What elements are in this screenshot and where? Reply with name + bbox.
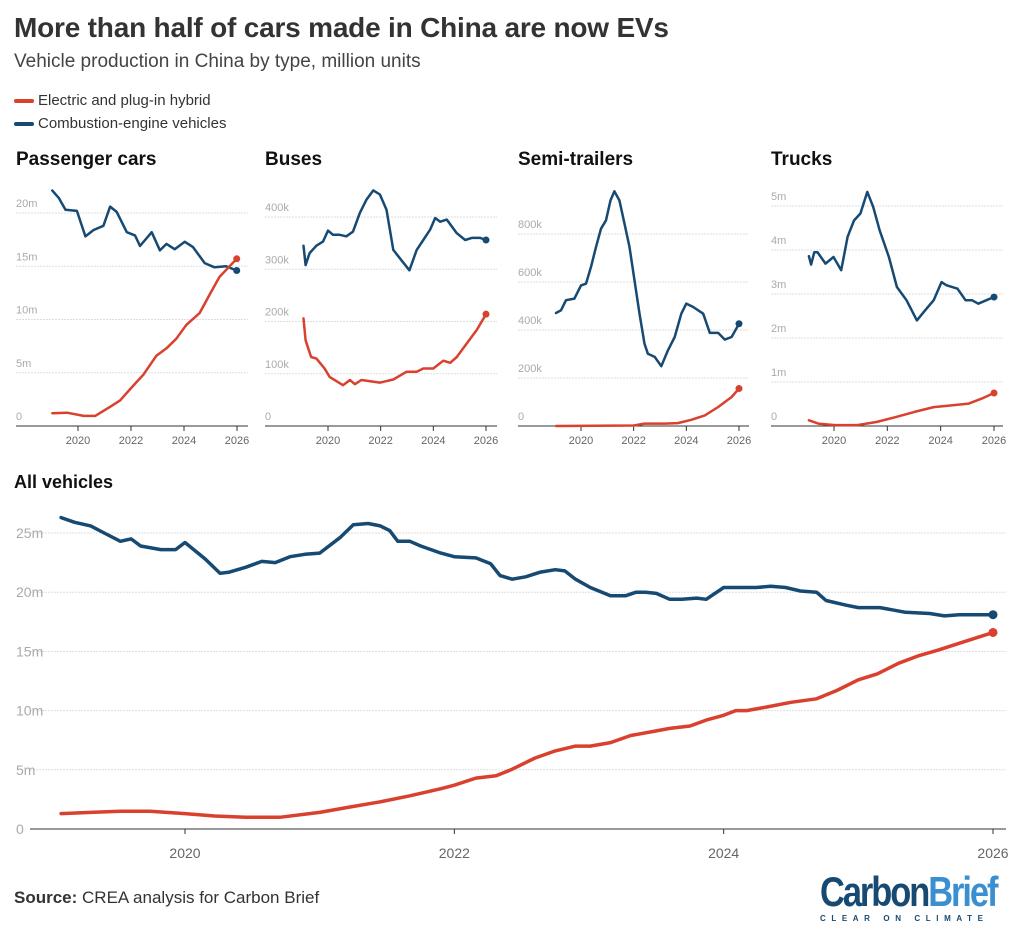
- y-tick-label: 600k: [518, 267, 542, 279]
- series-line-ice: [807, 190, 996, 322]
- y-tick-label: 0: [518, 411, 524, 423]
- x-tick-label: 2022: [119, 435, 143, 447]
- source-text: CREA analysis for Carbon Brief: [82, 888, 320, 907]
- chart-title: More than half of cars made in China are…: [14, 12, 669, 43]
- x-tick-label: 2020: [569, 435, 593, 447]
- panel-title-buses: Buses: [265, 149, 323, 170]
- series-end-marker-ice: [735, 320, 743, 328]
- series-end-marker-ice: [482, 236, 490, 244]
- y-tick-label: 20m: [16, 198, 37, 210]
- x-tick-label: 2020: [66, 435, 90, 447]
- series-line-ice: [302, 189, 488, 272]
- x-tick-label: 2022: [439, 845, 470, 861]
- x-tick-label: 2024: [674, 435, 698, 447]
- x-tick-label: 2026: [982, 435, 1006, 447]
- y-tick-label: 5m: [771, 191, 786, 203]
- legend-label: Combustion-engine vehicles: [38, 115, 227, 132]
- y-tick-label: 0: [16, 411, 22, 423]
- y-tick-label: 15m: [16, 251, 37, 263]
- x-tick-label: 2022: [875, 435, 899, 447]
- source-label: Source:: [14, 888, 78, 907]
- y-tick-label: 200k: [265, 307, 289, 319]
- x-tick-label: 2024: [708, 845, 739, 861]
- y-tick-label: 20m: [16, 584, 43, 600]
- y-tick-label: 800k: [518, 219, 542, 231]
- legend-label: Electric and plug-in hybrid: [38, 92, 211, 109]
- y-tick-label: 0: [16, 821, 24, 837]
- x-tick-label: 2024: [172, 435, 196, 447]
- x-tick-label: 2026: [474, 435, 498, 447]
- legend-swatch-ev: [14, 98, 34, 103]
- x-tick-label: 2024: [421, 435, 445, 447]
- y-tick-label: 400k: [518, 315, 542, 327]
- y-tick-label: 100k: [265, 359, 289, 371]
- series-end-marker-ev: [233, 255, 241, 263]
- series-line-ev: [59, 630, 995, 819]
- source-note: Source: CREA analysis for Carbon Brief: [14, 888, 319, 908]
- series-line-ice: [554, 190, 741, 368]
- series-end-marker-ev: [482, 310, 490, 318]
- logo-tagline: CLEAR ON CLIMATE: [820, 914, 989, 923]
- series-line-ice: [59, 515, 995, 618]
- y-tick-label: 5m: [16, 358, 31, 370]
- y-tick-label: 15m: [16, 643, 43, 659]
- y-tick-label: 400k: [265, 202, 289, 214]
- y-tick-label: 2m: [771, 323, 786, 335]
- x-tick-label: 2022: [368, 435, 392, 447]
- series-end-marker-ice: [990, 293, 998, 301]
- series-end-marker-ice: [988, 610, 998, 620]
- x-tick-label: 2024: [928, 435, 952, 447]
- y-tick-label: 5m: [16, 762, 35, 778]
- legend-item-ice: Combustion-engine vehicles: [14, 115, 226, 132]
- y-tick-label: 10m: [16, 305, 37, 317]
- series-end-marker-ev: [735, 385, 743, 393]
- y-tick-label: 4m: [771, 235, 786, 247]
- x-tick-label: 2022: [621, 435, 645, 447]
- series-end-marker-ev: [988, 627, 998, 637]
- series-end-marker-ev: [990, 389, 998, 397]
- x-tick-label: 2026: [727, 435, 751, 447]
- y-tick-label: 1m: [771, 367, 786, 379]
- x-tick-label: 2026: [225, 435, 249, 447]
- logo-part1: Carbon: [820, 868, 930, 915]
- series-line-ev: [807, 391, 996, 427]
- y-tick-label: 10m: [16, 703, 43, 719]
- panel-title-trucks: Trucks: [771, 149, 833, 170]
- y-tick-label: 0: [265, 411, 271, 423]
- legend-item-ev: Electric and plug-in hybrid: [14, 92, 211, 109]
- x-tick-label: 2020: [169, 845, 200, 861]
- carbon-brief-logo: CarbonBrief CLEAR ON CLIMATE: [820, 871, 1005, 924]
- y-tick-label: 300k: [265, 254, 289, 266]
- legend-swatch-ice: [14, 121, 34, 126]
- y-tick-label: 0: [771, 411, 777, 423]
- series-line-ev: [51, 257, 238, 418]
- series-line-ev: [554, 387, 741, 428]
- logo-part2: Brief: [928, 868, 998, 915]
- y-tick-label: 25m: [16, 525, 43, 541]
- x-tick-label: 2020: [316, 435, 340, 447]
- panel-title-passenger-cars: Passenger cars: [16, 149, 157, 170]
- series-end-marker-ice: [233, 267, 241, 275]
- chart-subtitle: Vehicle production in China by type, mil…: [14, 51, 421, 72]
- x-tick-label: 2026: [977, 845, 1008, 861]
- y-tick-label: 3m: [771, 279, 786, 291]
- y-tick-label: 200k: [518, 363, 542, 375]
- panel-title-semi-trailers: Semi-trailers: [518, 149, 634, 170]
- series-line-ev: [302, 312, 488, 387]
- x-tick-label: 2020: [822, 435, 846, 447]
- series-line-ice: [51, 189, 238, 272]
- panel-title-all-vehicles: All vehicles: [14, 472, 114, 492]
